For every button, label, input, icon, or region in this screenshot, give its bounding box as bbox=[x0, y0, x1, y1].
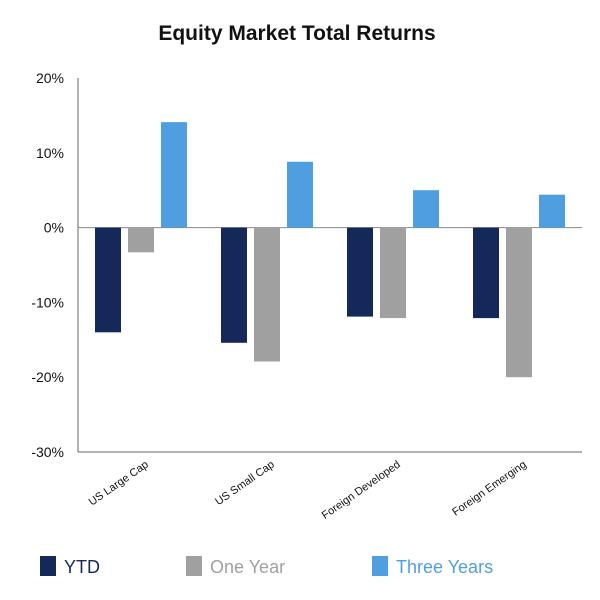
bar-three-years-us-large-cap bbox=[161, 122, 187, 228]
chart-title: Equity Market Total Returns bbox=[158, 22, 435, 45]
bar-one-year-foreign-emerging bbox=[506, 227, 532, 378]
y-tick-label: 20% bbox=[36, 70, 64, 86]
legend-label: YTD bbox=[64, 557, 100, 577]
bar-one-year-us-large-cap bbox=[128, 227, 154, 253]
y-tick-label: 0% bbox=[44, 220, 64, 236]
x-tick-label: Foreign Emerging bbox=[450, 459, 529, 519]
chart-legend: YTD One Year Three Years bbox=[40, 556, 493, 577]
bar-three-years-foreign-emerging bbox=[539, 194, 565, 228]
legend-label: Three Years bbox=[396, 557, 493, 577]
bar-ytd-us-large-cap bbox=[95, 227, 121, 333]
x-tick-labels: US Large Cap US Small Cap Foreign Develope… bbox=[87, 459, 529, 522]
x-tick-label: US Large Cap bbox=[87, 459, 151, 509]
bar-one-year-foreign-developed bbox=[380, 227, 406, 319]
chart-bars bbox=[95, 122, 565, 378]
x-tick-label: US Small Cap bbox=[213, 459, 276, 508]
legend-label: One Year bbox=[210, 557, 285, 577]
y-tick-labels: 20% 10% 0% -10% -20% -30% bbox=[31, 70, 64, 460]
y-tick-label: 10% bbox=[36, 145, 64, 161]
legend-swatch bbox=[186, 556, 202, 576]
y-tick-label: -10% bbox=[31, 294, 64, 310]
y-tick-label: -20% bbox=[31, 369, 64, 385]
bar-three-years-us-small-cap bbox=[287, 161, 313, 228]
bar-ytd-us-small-cap bbox=[221, 227, 247, 343]
legend-swatch bbox=[372, 556, 388, 576]
x-tick-label: Foreign Developed bbox=[320, 459, 403, 522]
legend-swatch bbox=[40, 556, 56, 576]
y-tick-label: -30% bbox=[31, 444, 64, 460]
bar-ytd-foreign-emerging bbox=[473, 227, 499, 319]
bar-one-year-us-small-cap bbox=[254, 227, 280, 362]
bar-three-years-foreign-developed bbox=[413, 190, 439, 228]
bar-ytd-foreign-developed bbox=[347, 227, 373, 317]
